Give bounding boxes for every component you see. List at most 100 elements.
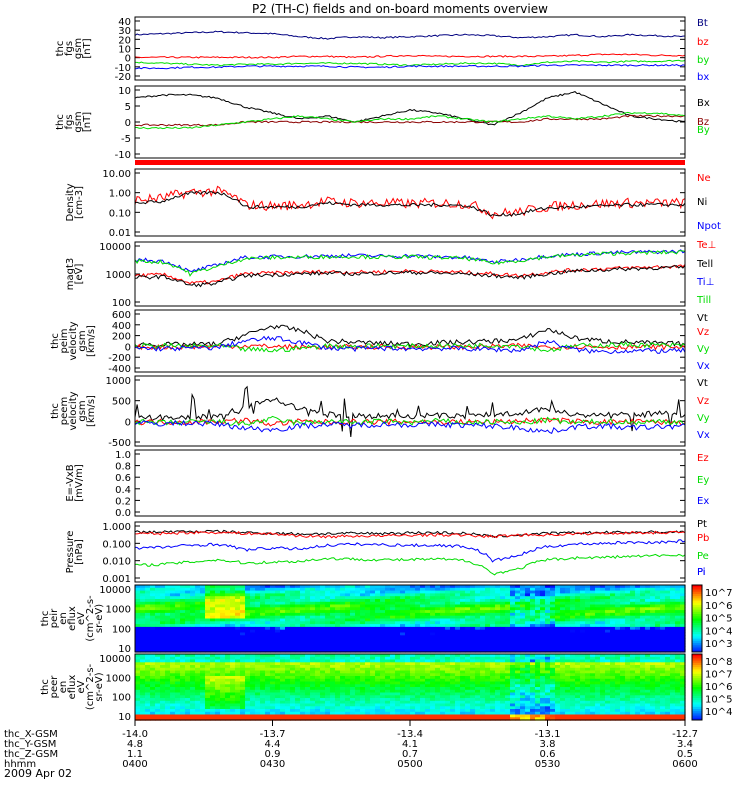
spectrogram-cell [650, 643, 656, 647]
spectrogram-cell [290, 610, 296, 614]
spectrogram-cell [535, 692, 541, 696]
spectrogram-cell [250, 629, 256, 634]
spectrogram-cell [210, 621, 216, 625]
spectrogram-cell [200, 601, 206, 606]
spectrogram-cell [435, 593, 441, 597]
spectrogram-cell [350, 703, 356, 707]
spectrogram-cell [185, 676, 191, 680]
legend-Vy: Vy [697, 413, 710, 424]
spectrogram-cell [195, 638, 201, 642]
spectrogram-cell [575, 689, 581, 694]
spectrogram-cell [230, 659, 236, 663]
spectrogram-cell [155, 670, 161, 674]
spectrogram-cell [380, 670, 386, 674]
spectrogram-cell [270, 593, 276, 597]
spectrogram-cell [610, 659, 616, 663]
spectrogram-cell [660, 656, 666, 661]
spectrogram-cell [280, 635, 286, 639]
spectrogram-cell [155, 593, 161, 597]
spectrogram-cell [535, 643, 541, 647]
spectrogram-cell [325, 621, 331, 625]
spectrogram-cell [270, 698, 276, 702]
spectrogram-cell [290, 665, 296, 669]
spectrogram-cell [215, 585, 221, 589]
spectrogram-cell [145, 618, 151, 622]
spectrogram-cell [595, 607, 601, 611]
spectrogram-cell [440, 649, 446, 653]
spectrogram-cell [435, 632, 441, 636]
spectrogram-cell [265, 676, 271, 680]
spectrogram-cell [250, 640, 256, 645]
spectrogram-cell [665, 587, 671, 592]
spectrogram-cell [525, 670, 531, 674]
spectrogram-cell [570, 618, 576, 622]
spectrogram-cell [540, 638, 546, 642]
spectrogram-cell [225, 604, 231, 608]
spectrogram-cell [380, 656, 386, 661]
spectrogram-cell [605, 684, 611, 688]
spectrogram-cell [625, 638, 631, 642]
spectrogram-cell [195, 612, 201, 617]
spectrogram-cell [295, 607, 301, 611]
spectrogram-cell [310, 673, 316, 677]
spectrogram-cell [555, 596, 561, 600]
spectrogram-cell [465, 604, 471, 608]
spectrogram-cell [390, 673, 396, 677]
spectrogram-cell [225, 681, 231, 685]
spectrogram-cell [400, 643, 406, 647]
spectrogram-cell [160, 621, 166, 625]
spectrogram-cell [550, 649, 556, 653]
spectrogram-cell [500, 687, 506, 691]
spectrogram-cell [575, 665, 581, 669]
spectrogram-cell [380, 593, 386, 597]
spectrogram-cell [235, 678, 241, 683]
spectrogram-cell [620, 626, 626, 631]
spectrogram-cell [480, 599, 486, 603]
spectrogram-cell [480, 593, 486, 597]
spectrogram-cell [610, 632, 616, 636]
spectrogram-cell [225, 621, 231, 625]
spectrogram-cell [470, 632, 476, 636]
spectrogram-cell [350, 656, 356, 661]
spectrogram-cell [480, 656, 486, 661]
spectrogram-cell [630, 596, 636, 600]
spectrogram-cell [245, 684, 251, 688]
spectrogram-cell [450, 656, 456, 661]
spectrogram-cell [340, 612, 346, 617]
spectrogram-cell [440, 585, 446, 589]
spectrogram-cell [680, 610, 686, 614]
spectrogram-cell [290, 590, 296, 594]
spectrogram-cell [335, 667, 341, 672]
spectrogram-cell [675, 618, 681, 622]
spectrogram-cell [440, 640, 446, 645]
spectrogram-cell [620, 698, 626, 702]
spectrogram-cell [310, 643, 316, 647]
spectrogram-cell [350, 695, 356, 699]
spectrogram-cell [530, 670, 536, 674]
spectrogram-cell [520, 692, 526, 696]
spectrogram-cell [295, 621, 301, 625]
spectrogram-cell [605, 654, 611, 658]
spectrogram-cell [420, 678, 426, 683]
spectrogram-cell [500, 604, 506, 608]
spectrogram-cell [415, 673, 421, 677]
spectrogram-cell [385, 662, 391, 666]
spectrogram-cell [375, 676, 381, 680]
spectrogram-cell [160, 667, 166, 672]
spectrogram-cell [575, 670, 581, 674]
spectrogram-cell [520, 599, 526, 603]
spectrogram-cell [340, 593, 346, 597]
spectrogram-cell [485, 667, 491, 672]
spectrogram-cell [665, 684, 671, 688]
spectrogram-cell [340, 629, 346, 634]
spectrogram-cell [160, 618, 166, 622]
spectrogram-cell [535, 604, 541, 608]
spectrogram-cell [475, 612, 481, 617]
spectrogram-cell [230, 689, 236, 694]
spectrogram-cell [295, 703, 301, 707]
spectrogram-cell [485, 596, 491, 600]
spectrogram-cell [205, 601, 211, 606]
spectrogram-cell [285, 665, 291, 669]
spectrogram-cell [540, 687, 546, 691]
spectrogram-cell [205, 665, 211, 669]
